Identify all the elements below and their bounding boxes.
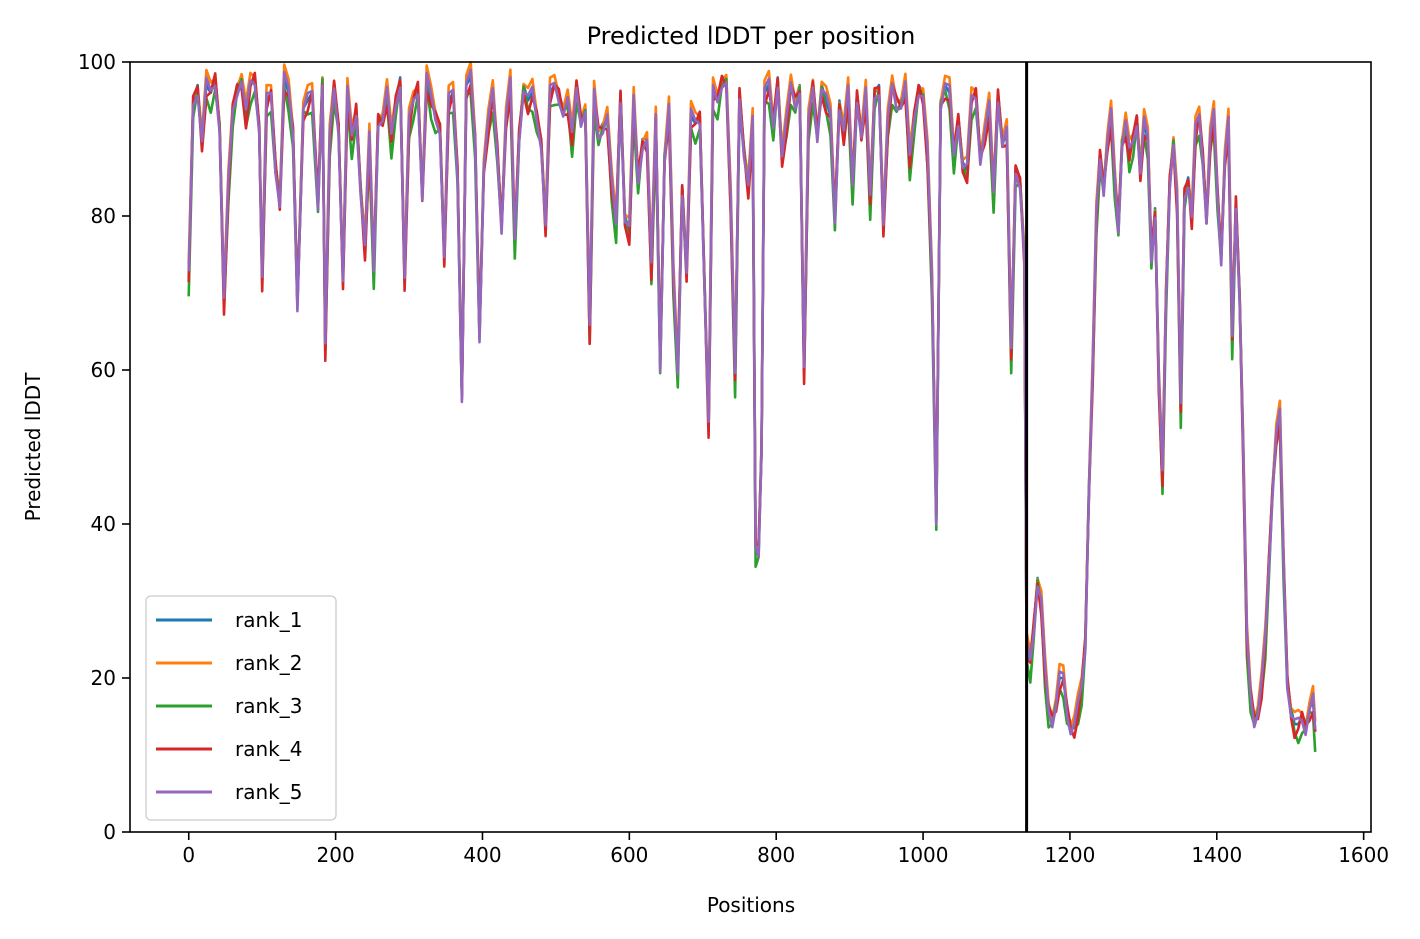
y-axis: 0 20 40 60 80 100 <box>78 50 130 844</box>
plot-frame <box>129 61 1372 833</box>
x-tick-label: 1200 <box>1044 843 1095 867</box>
y-tick-label: 80 <box>91 204 116 228</box>
x-tick-label: 600 <box>610 843 648 867</box>
legend-label-rank_2: rank_2 <box>235 651 302 675</box>
legend-label-rank_1: rank_1 <box>235 608 302 632</box>
x-tick-label: 1400 <box>1191 843 1242 867</box>
series-line-rank_5 <box>187 68 1317 737</box>
series-layer <box>187 61 1317 752</box>
y-tick-label: 100 <box>78 50 116 74</box>
y-tick-label: 40 <box>91 512 116 536</box>
y-axis-label: Predicted lDDT <box>21 372 45 522</box>
legend-label-rank_4: rank_4 <box>235 737 302 761</box>
y-tick-label: 0 <box>103 820 116 844</box>
x-tick-label: 800 <box>757 843 795 867</box>
legend-box <box>145 595 337 821</box>
x-axis-label: Positions <box>707 893 795 917</box>
x-tick-label: 1000 <box>898 843 949 867</box>
y-tick-label: 20 <box>91 666 116 690</box>
x-axis: 0 200 400 600 800 1000 1200 1400 1600 <box>182 832 1389 867</box>
legend-label-rank_3: rank_3 <box>235 694 302 718</box>
legend-label-rank_5: rank_5 <box>235 780 302 804</box>
legend: rank_1 rank_2 rank_3 rank_4 rank_5 <box>145 595 337 821</box>
chart-title: Predicted lDDT per position <box>587 22 916 50</box>
x-tick-label: 1600 <box>1338 843 1389 867</box>
x-tick-label: 400 <box>463 843 501 867</box>
x-tick-label: 200 <box>317 843 355 867</box>
x-tick-label: 0 <box>182 843 195 867</box>
y-tick-label: 60 <box>91 358 116 382</box>
